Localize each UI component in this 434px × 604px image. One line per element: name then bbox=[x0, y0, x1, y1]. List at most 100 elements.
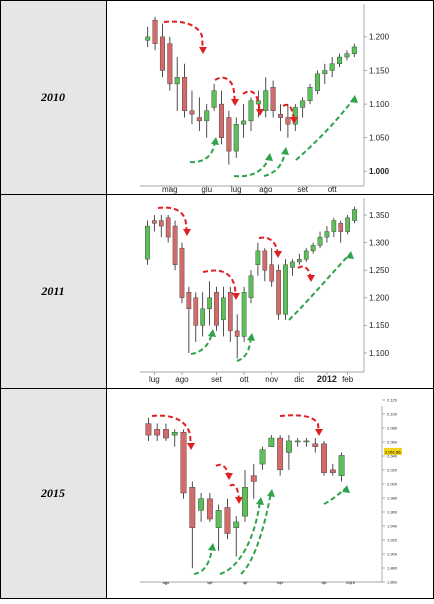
candle-body bbox=[145, 225, 150, 260]
up-arrow bbox=[240, 491, 272, 575]
x-tick-label: mag bbox=[162, 185, 178, 194]
candle-body bbox=[303, 440, 310, 443]
chart-cell: 1.350 1.300 1.250 1.200 1.150 1.100 lug ago set o… bbox=[106, 194, 434, 388]
y-tick-label: 1.940 bbox=[387, 523, 398, 528]
up-arrow bbox=[323, 487, 347, 505]
candlestick-chart-2015: 2.120 2.100 2.080 2.060 2.040 2.020 2.000 1.980… bbox=[140, 397, 402, 585]
candle-body bbox=[186, 292, 192, 310]
table-row: 2010 1.200 1.150 1.100 1.050 1.000 mag giu lug a… bbox=[0, 0, 434, 194]
candle-body bbox=[321, 443, 327, 473]
candle-body bbox=[215, 510, 222, 528]
candle-body bbox=[242, 487, 248, 517]
down-arrow-head bbox=[231, 99, 239, 106]
y-tick-label: 1.150 bbox=[369, 321, 390, 330]
y-tick-label: 2.040 bbox=[387, 453, 398, 458]
candle-body bbox=[206, 498, 213, 520]
down-arrow bbox=[151, 414, 192, 449]
table-row: 2011 1.350 1.300 1.250 1.200 1.150 1.100 lug ag… bbox=[0, 194, 434, 388]
x-tick-label: ago bbox=[259, 185, 273, 194]
candle-body bbox=[145, 423, 152, 436]
chart-cell: 2.120 2.100 2.080 2.060 2.040 2.020 2.000 1.980… bbox=[106, 388, 434, 599]
down-arrow-head bbox=[225, 473, 233, 480]
x-tick-label: ago bbox=[175, 375, 189, 384]
candle-body bbox=[263, 90, 269, 111]
candle-body bbox=[180, 432, 187, 494]
down-arrow-head bbox=[232, 293, 240, 300]
x-tick-label: feb bbox=[342, 375, 354, 384]
up-arrow-head bbox=[346, 251, 354, 259]
candle-body bbox=[211, 90, 217, 108]
x-tick-label: nov bbox=[265, 375, 278, 384]
table-row: 2015 2.120 2.100 2.080 2.060 2.040 2.020 2.000… bbox=[0, 388, 434, 599]
y-tick-label: 1.960 bbox=[387, 509, 398, 514]
x-tick-label: ago bbox=[163, 580, 170, 585]
candle-body bbox=[227, 292, 233, 332]
down-arrow-head bbox=[199, 47, 207, 54]
up-arrow-head bbox=[342, 485, 350, 493]
candle-body bbox=[259, 449, 266, 465]
x-tick-label: set bbox=[297, 185, 308, 194]
candle-body bbox=[200, 308, 206, 326]
y-tick-label: 1.900 bbox=[387, 551, 398, 556]
candle-body bbox=[207, 297, 212, 310]
up-arrow-head bbox=[208, 543, 216, 551]
candle-body bbox=[278, 113, 284, 118]
y-tick-label: 1.150 bbox=[369, 66, 390, 75]
candle-body bbox=[294, 440, 301, 443]
candle-body bbox=[248, 100, 254, 122]
y-tick-label: 1.880 bbox=[387, 565, 398, 570]
candle-body bbox=[152, 19, 158, 44]
candle-body bbox=[338, 455, 345, 476]
down-arrow bbox=[214, 76, 236, 105]
down-arrow bbox=[163, 20, 204, 53]
candle-body bbox=[167, 43, 173, 85]
y-tick-label: 1.050 bbox=[369, 133, 390, 142]
table-border bbox=[0, 0, 434, 1]
y-tick-label: 2.000 bbox=[387, 481, 398, 486]
candle-body bbox=[233, 124, 239, 152]
year-label: 2011 bbox=[41, 283, 65, 298]
y-tick-label: 1.300 bbox=[369, 238, 390, 247]
candle-body bbox=[241, 292, 247, 337]
y-tick-label: 2.100 bbox=[387, 411, 398, 416]
x-tick-label: 2012 bbox=[317, 374, 337, 384]
up-arrow bbox=[288, 253, 351, 321]
x-tick-label: dic bbox=[294, 375, 304, 384]
down-arrow-head bbox=[307, 275, 315, 282]
y-tick-label: 2.080 bbox=[387, 425, 398, 430]
candle-body bbox=[283, 264, 288, 315]
candle-body bbox=[307, 87, 313, 101]
down-arrow-head bbox=[187, 443, 195, 450]
candle-body bbox=[174, 76, 180, 85]
y-tick-label: 1.350 bbox=[369, 211, 390, 220]
candlestick-chart-2011: 1.350 1.300 1.250 1.200 1.150 1.100 lug ago set o… bbox=[140, 198, 390, 384]
candle-body bbox=[189, 110, 195, 115]
up-arrow bbox=[233, 155, 270, 178]
y-tick-label: 1.250 bbox=[369, 266, 390, 275]
down-arrow bbox=[202, 269, 237, 299]
y-tick-label: 1.100 bbox=[369, 100, 390, 109]
candle-body bbox=[322, 70, 328, 75]
candle-body bbox=[337, 56, 343, 64]
candle-body bbox=[296, 258, 302, 263]
candle-body bbox=[234, 330, 240, 337]
up-arrow bbox=[189, 139, 216, 164]
up-arrow-head bbox=[256, 497, 264, 505]
x-tick-label: set bbox=[211, 375, 222, 384]
down-arrow bbox=[279, 414, 320, 435]
down-arrow-head bbox=[290, 117, 298, 124]
up-arrow-head bbox=[211, 137, 219, 145]
candle-body bbox=[233, 521, 240, 528]
candle-body bbox=[163, 429, 169, 439]
up-arrow-head bbox=[267, 489, 275, 497]
candle-body bbox=[154, 429, 161, 436]
y-tick-label: 1.860 bbox=[387, 579, 398, 584]
table-border bbox=[106, 0, 107, 599]
y-tick-label: 1.980 bbox=[387, 495, 398, 500]
up-arrow bbox=[193, 545, 213, 575]
y-tick-label: 2.020 bbox=[387, 467, 398, 472]
candle-body bbox=[204, 110, 210, 122]
year-label: 2015 bbox=[41, 486, 65, 500]
price-tag-label: 2.061.86 bbox=[385, 449, 401, 454]
